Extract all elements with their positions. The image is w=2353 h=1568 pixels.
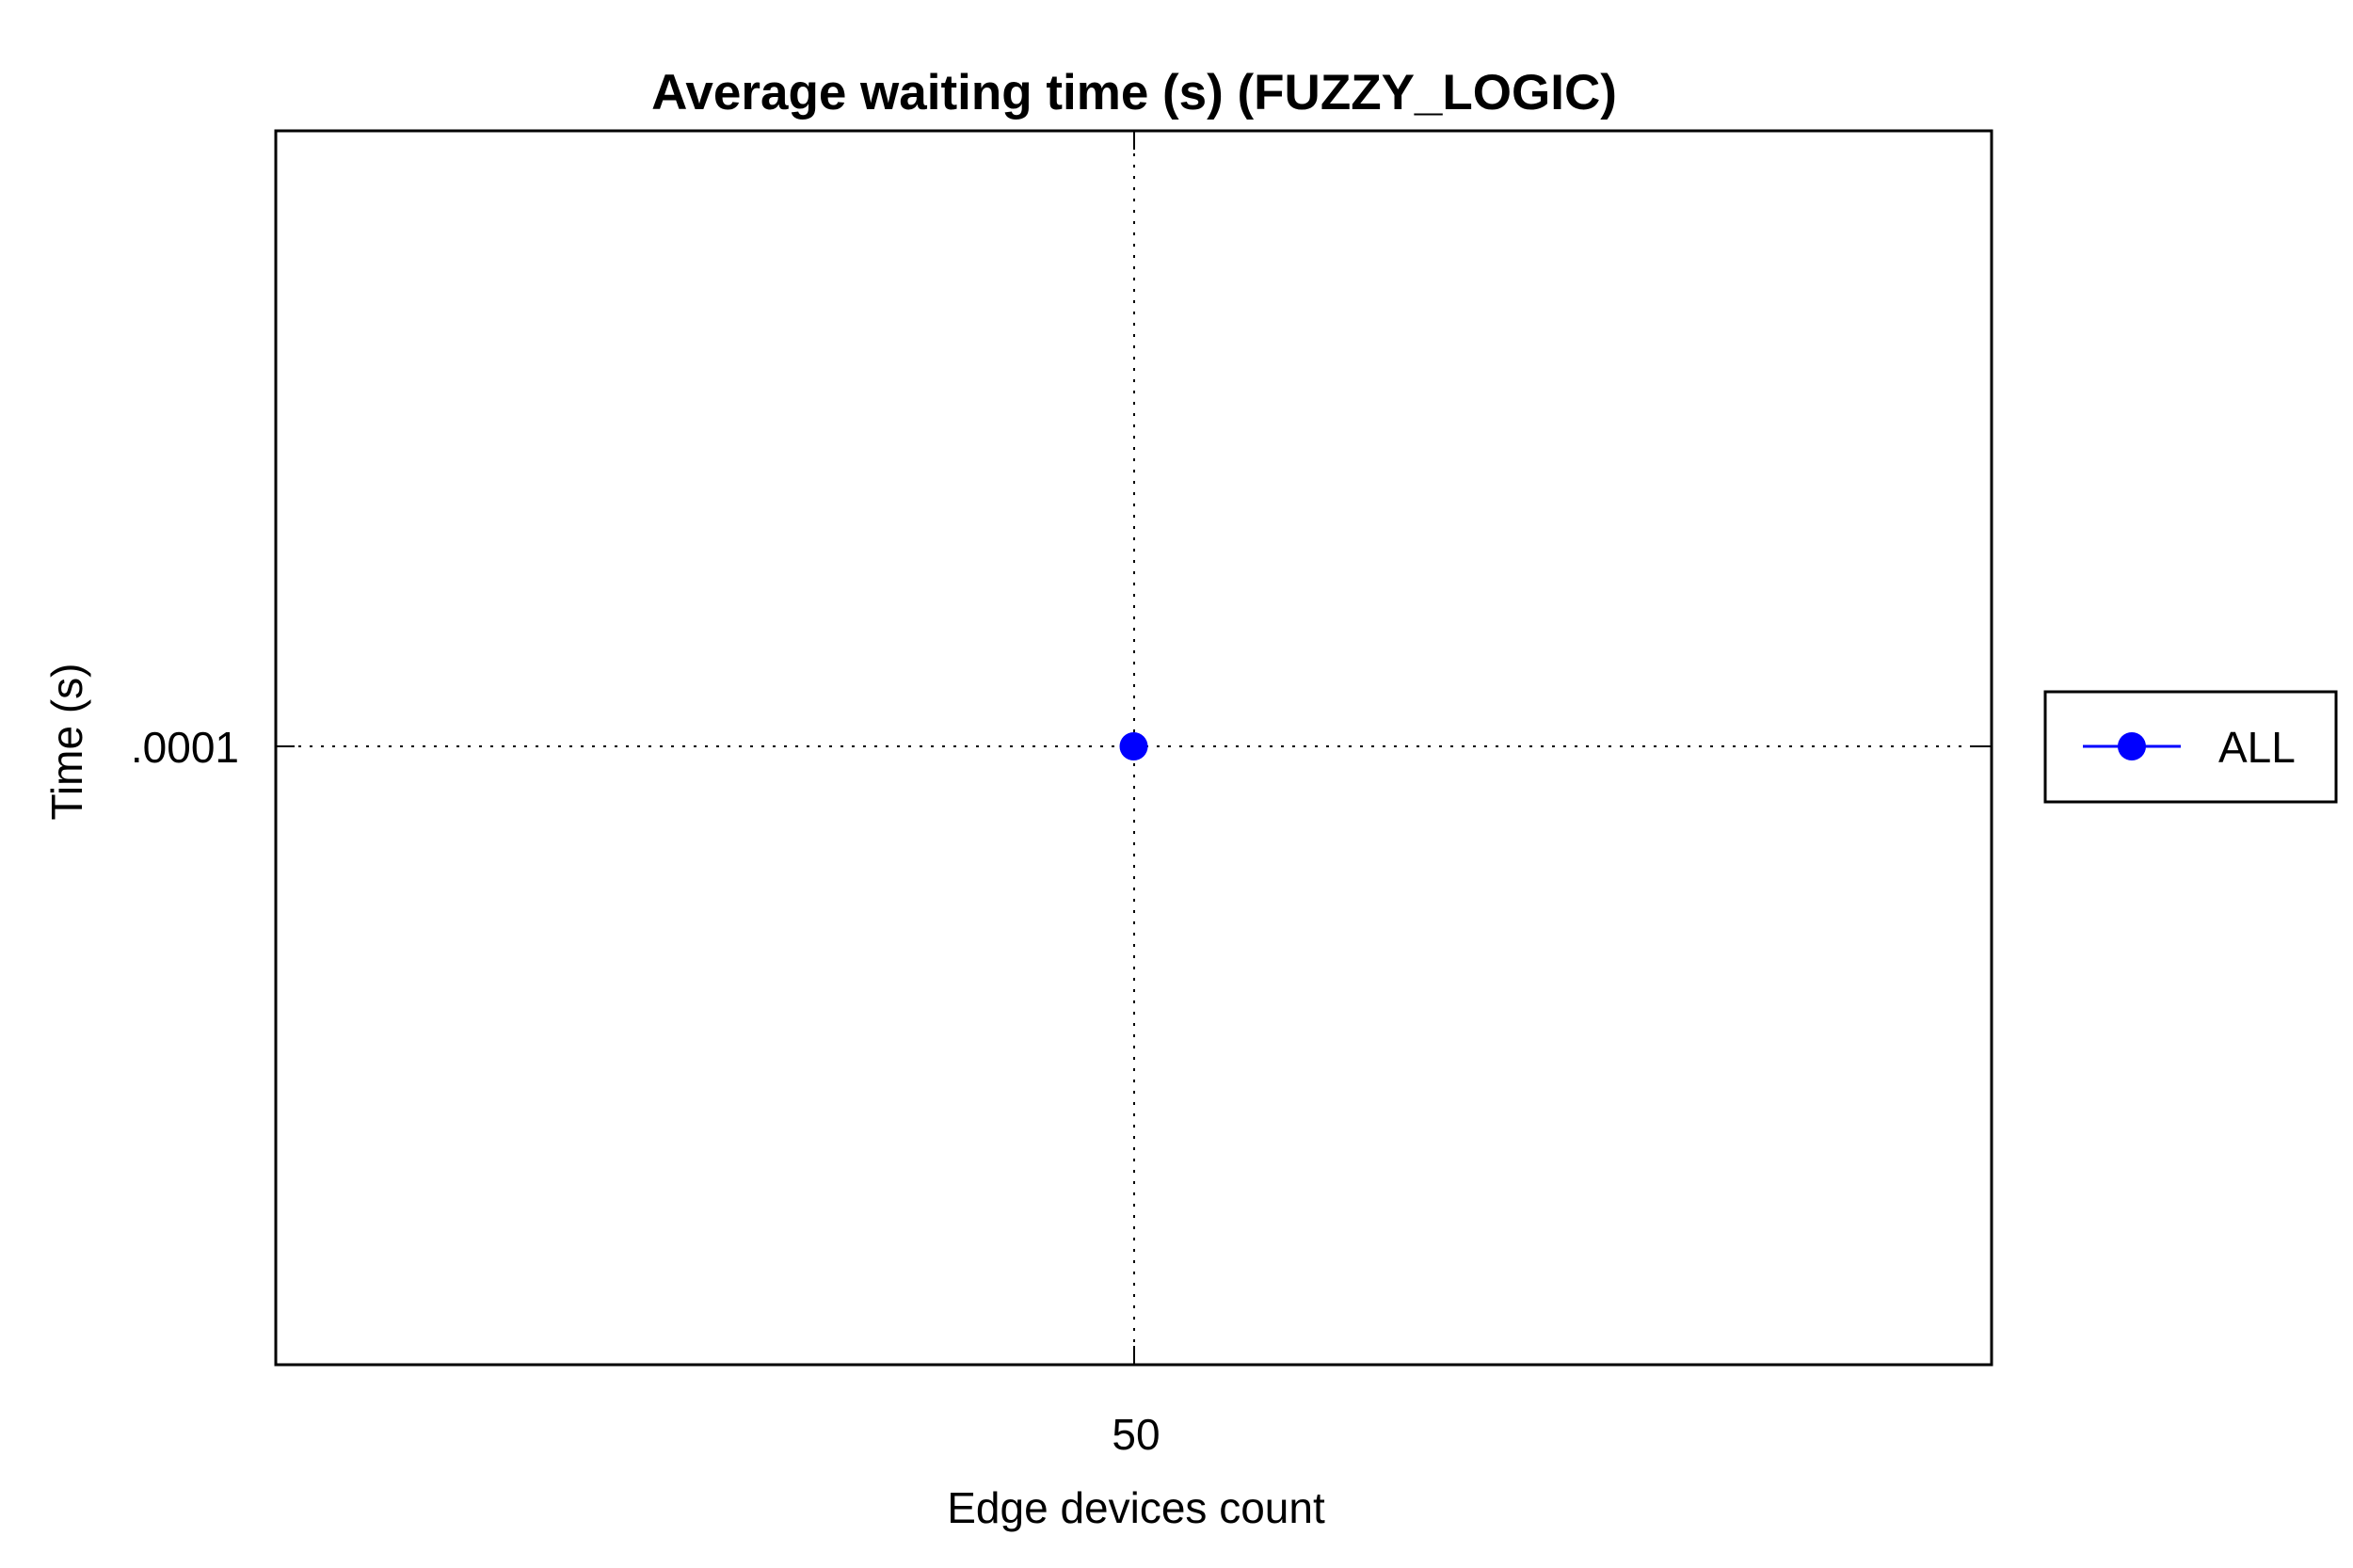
- chart-title: Average waiting time (s) (FUZZY_LOGIC): [651, 65, 1617, 120]
- data-point-all-0: [1119, 732, 1148, 760]
- y-axis-label: Time (s): [42, 664, 91, 821]
- x-axis-label: Edge devices count: [947, 1483, 1325, 1532]
- legend-marker-all: [2118, 732, 2146, 760]
- x-tick-label: 50: [1112, 1410, 1160, 1459]
- y-tick-label: .0001: [131, 723, 239, 772]
- series-layer: [1119, 732, 1148, 760]
- legend-label-all: ALL: [2218, 723, 2296, 772]
